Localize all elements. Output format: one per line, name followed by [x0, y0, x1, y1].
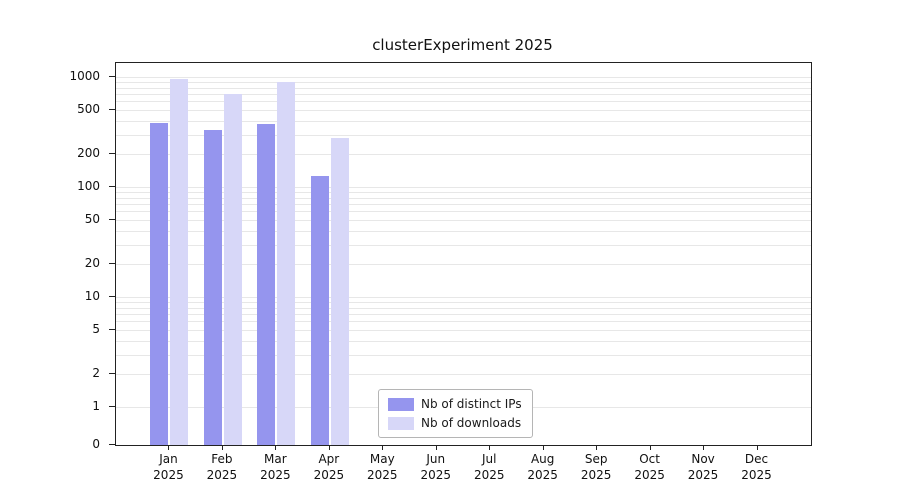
y-tick-mark: [109, 152, 115, 154]
x-tick-label: Apr 2025: [313, 452, 345, 482]
x-tick-mark: [489, 445, 491, 450]
gridline: [116, 307, 811, 309]
y-tick-label: 1: [92, 399, 100, 413]
y-tick-mark: [109, 444, 115, 445]
x-tick-mark: [542, 445, 544, 450]
gridline: [116, 354, 811, 356]
legend-swatch-1: [388, 416, 414, 430]
chart-title: clusterExperiment 2025: [372, 36, 553, 54]
bar: [257, 123, 276, 445]
x-tick-label: Oct 2025: [634, 452, 665, 482]
legend: Nb of distinct IPs Nb of downloads: [378, 389, 533, 438]
x-tick-mark: [275, 445, 277, 450]
gridline: [116, 314, 811, 316]
y-tick-label: 0: [92, 437, 100, 451]
bar: [150, 123, 169, 445]
gridline: [116, 373, 811, 375]
gridline: [116, 302, 811, 304]
x-tick-mark: [328, 445, 330, 450]
y-tick-label: 2: [92, 365, 100, 380]
y-tick-mark: [109, 76, 115, 77]
y-tick-mark: [109, 329, 115, 331]
legend-item-downloads: Nb of downloads: [388, 416, 522, 430]
gridline: [116, 82, 811, 84]
gridline: [116, 187, 811, 188]
x-tick-mark: [435, 445, 437, 450]
gridline: [116, 297, 811, 298]
x-tick-mark: [649, 445, 651, 450]
gridline: [116, 192, 811, 194]
x-tick-label: Aug 2025: [527, 452, 558, 482]
bar: [277, 82, 296, 445]
y-tick-label: 1000: [69, 69, 100, 83]
gridline: [116, 77, 811, 78]
x-tick-label: Nov 2025: [687, 452, 719, 482]
gridline: [116, 101, 811, 103]
x-tick-mark: [703, 445, 705, 450]
y-tick-label: 500: [77, 102, 100, 117]
y-tick-mark: [109, 219, 115, 221]
gridline: [116, 87, 811, 89]
legend-label-1: Nb of downloads: [421, 416, 522, 430]
x-tick-mark: [382, 445, 384, 450]
gridline: [116, 94, 811, 96]
bar: [203, 129, 222, 445]
gridline: [116, 204, 811, 206]
legend-swatch-0: [388, 397, 414, 411]
gridline: [116, 134, 811, 136]
bar: [330, 137, 349, 445]
x-tick-label: Feb 2025: [206, 452, 238, 482]
y-tick-label: 20: [84, 255, 100, 270]
bar: [223, 94, 242, 445]
x-tick-mark: [756, 445, 758, 450]
gridline: [116, 330, 811, 332]
x-tick-mark: [221, 445, 223, 450]
x-tick-mark: [168, 445, 170, 450]
y-tick-label: 5: [92, 322, 100, 337]
y-tick-mark: [109, 186, 115, 187]
gridline: [116, 244, 811, 246]
gridline: [116, 263, 811, 265]
y-tick-mark: [109, 109, 115, 111]
x-tick-label: Dec 2025: [741, 452, 772, 482]
y-tick-mark: [109, 406, 115, 407]
gridline: [116, 321, 811, 323]
x-tick-mark: [596, 445, 598, 450]
y-tick-label: 100: [77, 179, 100, 193]
gridline: [116, 230, 811, 232]
gridline: [116, 197, 811, 199]
legend-item-distinct-ips: Nb of distinct IPs: [388, 397, 522, 411]
x-tick-label: Jul 2025: [473, 452, 505, 482]
gridline: [116, 120, 811, 122]
legend-label-0: Nb of distinct IPs: [421, 397, 522, 411]
x-tick-label: Mar 2025: [260, 452, 291, 482]
gridline: [116, 211, 811, 213]
y-tick-label: 50: [84, 212, 100, 227]
gridline: [116, 340, 811, 342]
bar: [310, 176, 329, 445]
gridline: [116, 220, 811, 222]
y-tick-mark: [109, 262, 115, 264]
gridline: [116, 153, 811, 155]
bar: [170, 79, 189, 445]
y-tick-label: 200: [77, 145, 100, 160]
y-tick-mark: [109, 372, 115, 374]
x-tick-label: Jun 2025: [420, 452, 452, 482]
y-tick-mark: [109, 296, 115, 297]
plot-area: Nb of distinct IPs Nb of downloads: [115, 62, 812, 446]
x-tick-label: Sep 2025: [580, 452, 612, 482]
x-tick-label: May 2025: [367, 452, 398, 482]
gridline: [116, 110, 811, 112]
x-tick-label: Jan 2025: [153, 452, 184, 482]
y-tick-label: 10: [84, 289, 100, 303]
